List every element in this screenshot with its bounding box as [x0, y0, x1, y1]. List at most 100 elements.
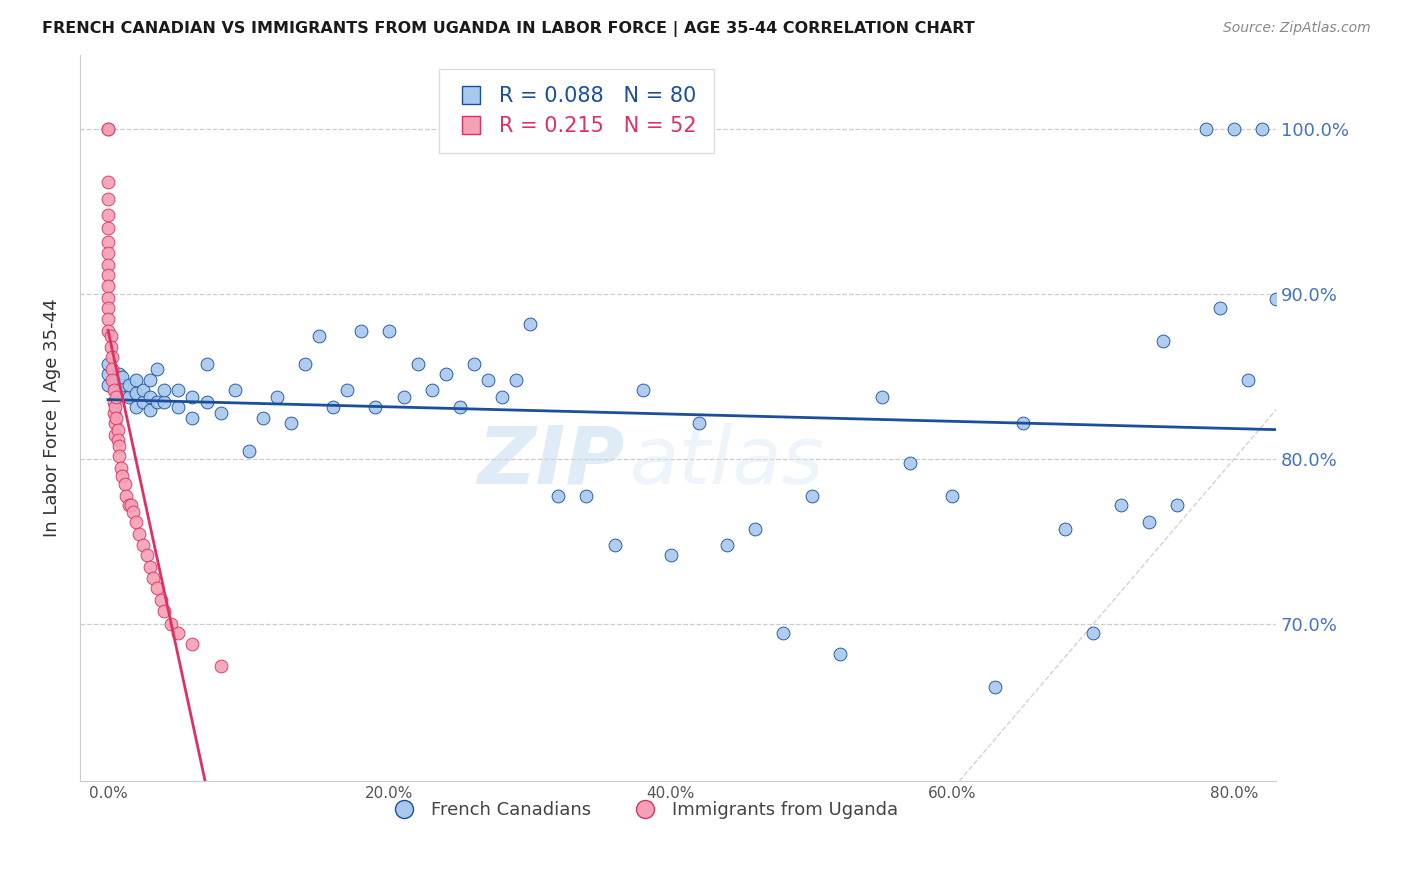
Point	[1011, 416, 1033, 430]
Point	[101, 373, 124, 387]
Point	[181, 411, 204, 425]
Point	[97, 291, 120, 305]
Point	[266, 390, 288, 404]
Point	[519, 317, 541, 331]
Point	[139, 373, 162, 387]
Point	[110, 460, 132, 475]
Point	[434, 367, 457, 381]
Point	[136, 548, 159, 562]
Point	[111, 386, 134, 401]
Point	[108, 367, 131, 381]
Point	[105, 390, 128, 404]
Point	[449, 400, 471, 414]
Point	[125, 400, 148, 414]
Point	[420, 383, 443, 397]
Point	[1208, 301, 1230, 315]
Point	[224, 383, 246, 397]
Point	[350, 324, 373, 338]
Point	[659, 548, 682, 562]
Point	[181, 637, 204, 651]
Text: atlas: atlas	[630, 423, 825, 500]
Point	[153, 383, 176, 397]
Point	[603, 538, 626, 552]
Point	[1194, 122, 1216, 136]
Point	[364, 400, 387, 414]
Point	[463, 357, 485, 371]
Point	[150, 592, 173, 607]
Point	[107, 433, 129, 447]
Point	[146, 394, 169, 409]
Point	[100, 328, 122, 343]
Point	[153, 394, 176, 409]
Point	[167, 400, 190, 414]
Point	[898, 456, 921, 470]
Point	[181, 390, 204, 404]
Point	[146, 581, 169, 595]
Point	[167, 383, 190, 397]
Legend: French Canadians, Immigrants from Uganda: French Canadians, Immigrants from Uganda	[378, 794, 905, 826]
Text: FRENCH CANADIAN VS IMMIGRANTS FROM UGANDA IN LABOR FORCE | AGE 35-44 CORRELATION: FRENCH CANADIAN VS IMMIGRANTS FROM UGAND…	[42, 21, 974, 37]
Point	[209, 658, 232, 673]
Point	[97, 235, 120, 249]
Point	[97, 192, 120, 206]
Point	[103, 394, 125, 409]
Point	[97, 221, 120, 235]
Point	[870, 390, 893, 404]
Point	[111, 378, 134, 392]
Point	[167, 625, 190, 640]
Point	[631, 383, 654, 397]
Point	[103, 383, 125, 397]
Point	[105, 411, 128, 425]
Point	[1152, 334, 1174, 348]
Point	[322, 400, 344, 414]
Point	[104, 427, 127, 442]
Point	[97, 378, 120, 392]
Point	[378, 324, 401, 338]
Point	[97, 246, 120, 260]
Point	[160, 617, 183, 632]
Point	[195, 357, 218, 371]
Point	[800, 489, 823, 503]
Point	[195, 394, 218, 409]
Point	[406, 357, 429, 371]
Point	[108, 439, 131, 453]
Point	[103, 406, 125, 420]
Point	[125, 373, 148, 387]
Point	[238, 444, 260, 458]
Point	[772, 625, 794, 640]
Point	[941, 489, 963, 503]
Point	[1166, 499, 1188, 513]
Point	[983, 680, 1005, 694]
Point	[1236, 373, 1258, 387]
Point	[118, 499, 141, 513]
Point	[97, 367, 120, 381]
Point	[97, 312, 120, 326]
Point	[209, 406, 232, 420]
Text: Source: ZipAtlas.com: Source: ZipAtlas.com	[1223, 21, 1371, 35]
Point	[97, 175, 120, 189]
Point	[97, 122, 120, 136]
Point	[308, 328, 330, 343]
Point	[139, 402, 162, 417]
Point	[146, 361, 169, 376]
Point	[1053, 522, 1076, 536]
Point	[97, 279, 120, 293]
Point	[139, 559, 162, 574]
Point	[104, 373, 127, 387]
Point	[108, 449, 131, 463]
Point	[547, 489, 569, 503]
Point	[97, 258, 120, 272]
Y-axis label: In Labor Force | Age 35-44: In Labor Force | Age 35-44	[44, 299, 60, 537]
Point	[122, 505, 145, 519]
Point	[104, 381, 127, 395]
Point	[97, 324, 120, 338]
Point	[97, 301, 120, 315]
Point	[477, 373, 499, 387]
Point	[101, 361, 124, 376]
Point	[111, 369, 134, 384]
Point	[125, 386, 148, 401]
Point	[828, 647, 851, 661]
Text: ZIP: ZIP	[477, 423, 624, 500]
Point	[252, 411, 274, 425]
Point	[575, 489, 598, 503]
